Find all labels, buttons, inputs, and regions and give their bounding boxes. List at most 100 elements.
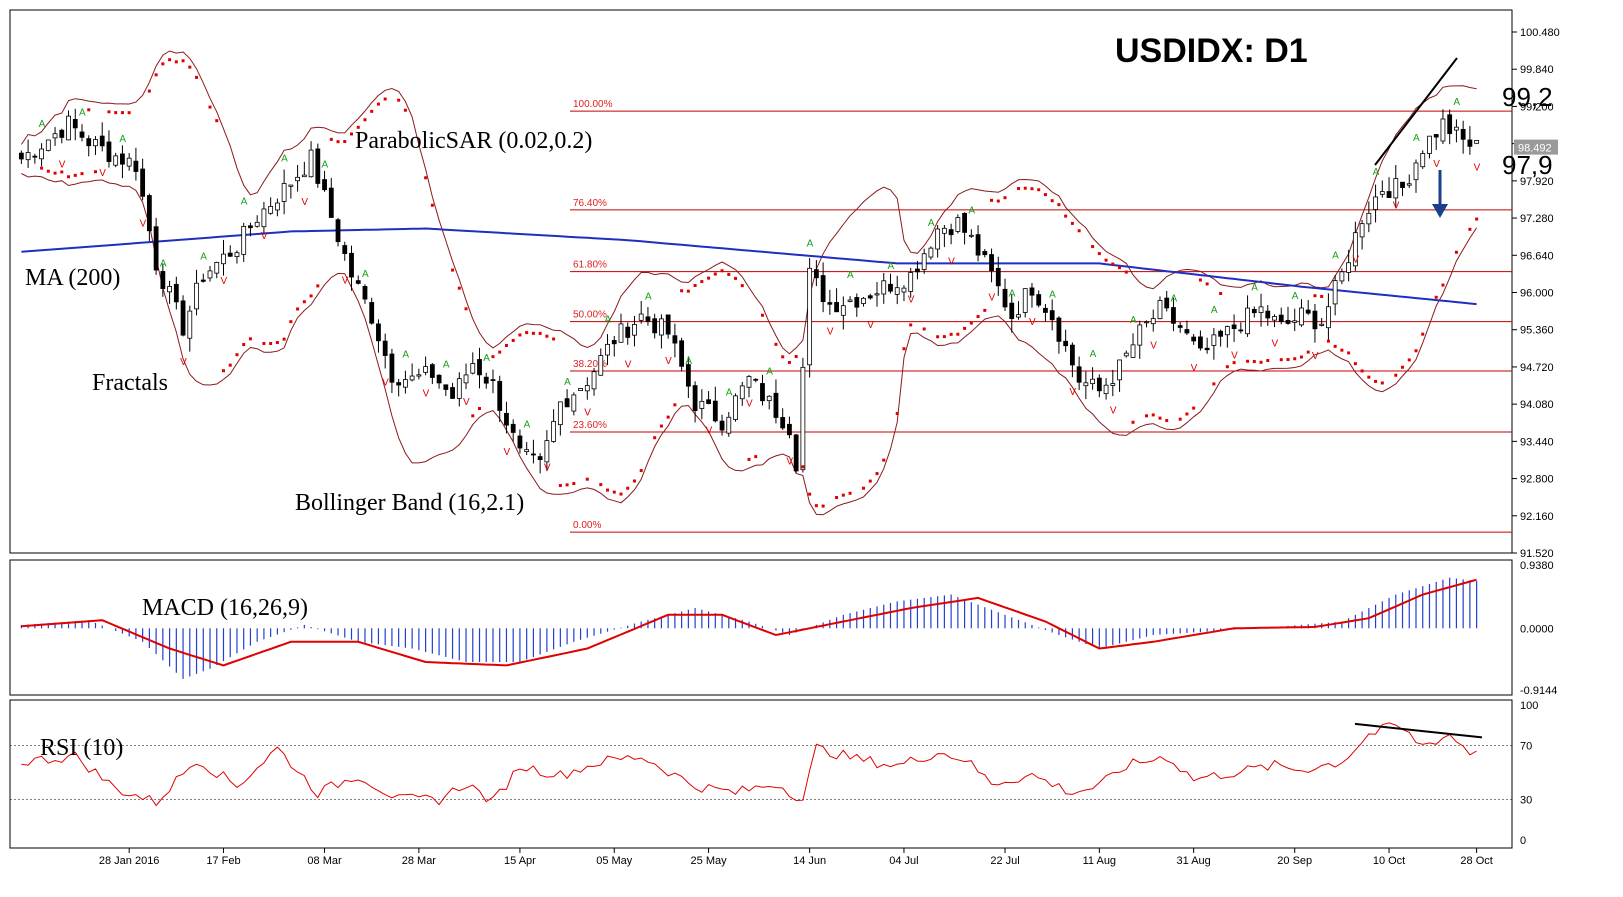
candle-body bbox=[1454, 126, 1459, 131]
candle-body bbox=[753, 378, 759, 381]
annotation-resistance: 99,2 bbox=[1502, 82, 1553, 112]
candle-body bbox=[295, 176, 300, 182]
sar-dot bbox=[606, 488, 610, 492]
candle-body bbox=[861, 297, 866, 304]
candle-body bbox=[591, 371, 597, 390]
sar-dot bbox=[969, 321, 973, 325]
sar-dot bbox=[1340, 348, 1344, 352]
candle-body bbox=[827, 302, 833, 305]
sar-dot bbox=[498, 350, 502, 354]
candle-body bbox=[1177, 325, 1183, 328]
sar-dot bbox=[195, 75, 199, 79]
sar-dot bbox=[1057, 203, 1061, 207]
current-price-tag bbox=[1514, 139, 1558, 155]
candle-body bbox=[1251, 308, 1257, 314]
date-tick-label: 28 Mar bbox=[402, 855, 437, 867]
rsi-tick-label: 70 bbox=[1520, 741, 1532, 753]
sar-dot bbox=[1023, 186, 1027, 190]
fractal-down: V bbox=[746, 398, 753, 409]
candle-body bbox=[517, 435, 523, 449]
price-tick-label: 93.440 bbox=[1520, 436, 1554, 448]
candle-body bbox=[254, 221, 260, 227]
sar-dot bbox=[882, 458, 886, 462]
sar-dot bbox=[1178, 417, 1182, 421]
fractal-up: A bbox=[119, 134, 126, 145]
candle-body bbox=[888, 283, 893, 292]
price-tick-label: 99.840 bbox=[1520, 64, 1554, 76]
candle-body bbox=[1265, 310, 1271, 319]
candle-body bbox=[52, 133, 58, 139]
candle-body bbox=[167, 286, 172, 293]
candle-body bbox=[584, 385, 590, 392]
candle-body bbox=[894, 287, 900, 295]
date-tick-label: 28 Oct bbox=[1460, 855, 1492, 867]
candle-body bbox=[928, 247, 934, 258]
candle-body bbox=[1002, 288, 1008, 308]
candle-body bbox=[807, 267, 813, 366]
fractal-up: A bbox=[1170, 293, 1177, 304]
rsi-line bbox=[21, 722, 1477, 807]
candle-body bbox=[510, 423, 516, 433]
sar-dot bbox=[1279, 358, 1283, 362]
sar-dot bbox=[40, 166, 44, 170]
candle-body bbox=[1285, 319, 1291, 324]
candle-body bbox=[1076, 366, 1082, 383]
rsi-panel-frame bbox=[9, 699, 1513, 849]
bollinger-lower bbox=[21, 173, 1478, 516]
fractal-down: V bbox=[827, 326, 834, 337]
price-panel: 100.48099.84099.20098.56097.92097.28096.… bbox=[9, 9, 1560, 560]
candle-body bbox=[376, 323, 381, 342]
sar-dot bbox=[1441, 283, 1445, 287]
fractal-up: A bbox=[362, 269, 369, 280]
fib-level-label: 38.20% bbox=[573, 359, 607, 370]
fractal-up: A bbox=[1332, 251, 1339, 262]
candle-body bbox=[382, 340, 388, 356]
candle-body bbox=[766, 395, 772, 402]
candle-body bbox=[537, 456, 543, 461]
candle-body bbox=[1036, 294, 1042, 306]
sar-dot bbox=[208, 105, 212, 109]
date-tick-label: 08 Mar bbox=[307, 855, 342, 867]
fractal-down: V bbox=[1393, 200, 1400, 211]
candle-body bbox=[1272, 316, 1277, 321]
date-tick-label: 10 Oct bbox=[1373, 855, 1405, 867]
candle-body bbox=[1029, 287, 1035, 296]
candle-body bbox=[1447, 114, 1453, 135]
candle-body bbox=[793, 434, 799, 472]
sar-dot bbox=[707, 276, 711, 280]
candle-body bbox=[1224, 326, 1230, 336]
candle-body bbox=[645, 316, 651, 322]
date-tick-label: 20 Sep bbox=[1277, 855, 1312, 867]
sar-dot bbox=[1165, 419, 1169, 423]
candle-body bbox=[126, 157, 132, 167]
candle-body bbox=[948, 229, 954, 236]
candle-body bbox=[665, 314, 671, 335]
sar-dot bbox=[1246, 359, 1250, 363]
fractal-down: V bbox=[908, 295, 915, 306]
ma-200-line bbox=[21, 227, 1477, 306]
candle-body bbox=[780, 417, 786, 429]
sar-dot bbox=[1468, 227, 1472, 231]
sar-dot bbox=[120, 111, 124, 115]
macd-label: MACD (16,26,9) bbox=[142, 595, 308, 621]
sar-dot bbox=[558, 484, 562, 488]
candle-body bbox=[1413, 162, 1419, 181]
sar-dot bbox=[221, 369, 225, 373]
candle-body bbox=[99, 135, 105, 147]
candle-body bbox=[1460, 128, 1466, 140]
sar-dot bbox=[956, 332, 960, 336]
candle-body bbox=[625, 326, 631, 338]
fractal-down: V bbox=[382, 378, 389, 389]
sar-dot bbox=[1070, 221, 1074, 225]
sar-dot bbox=[1306, 350, 1310, 354]
sar-dot bbox=[1097, 252, 1101, 256]
sar-dot bbox=[383, 97, 387, 101]
sar-dot bbox=[572, 482, 576, 486]
price-tick-label: 96.640 bbox=[1520, 250, 1554, 262]
sar-dot bbox=[727, 272, 731, 276]
price-tick-label: 92.160 bbox=[1520, 511, 1554, 523]
candle-body bbox=[504, 412, 509, 426]
fractal-down: V bbox=[1474, 162, 1481, 173]
candle-body bbox=[1305, 309, 1311, 314]
